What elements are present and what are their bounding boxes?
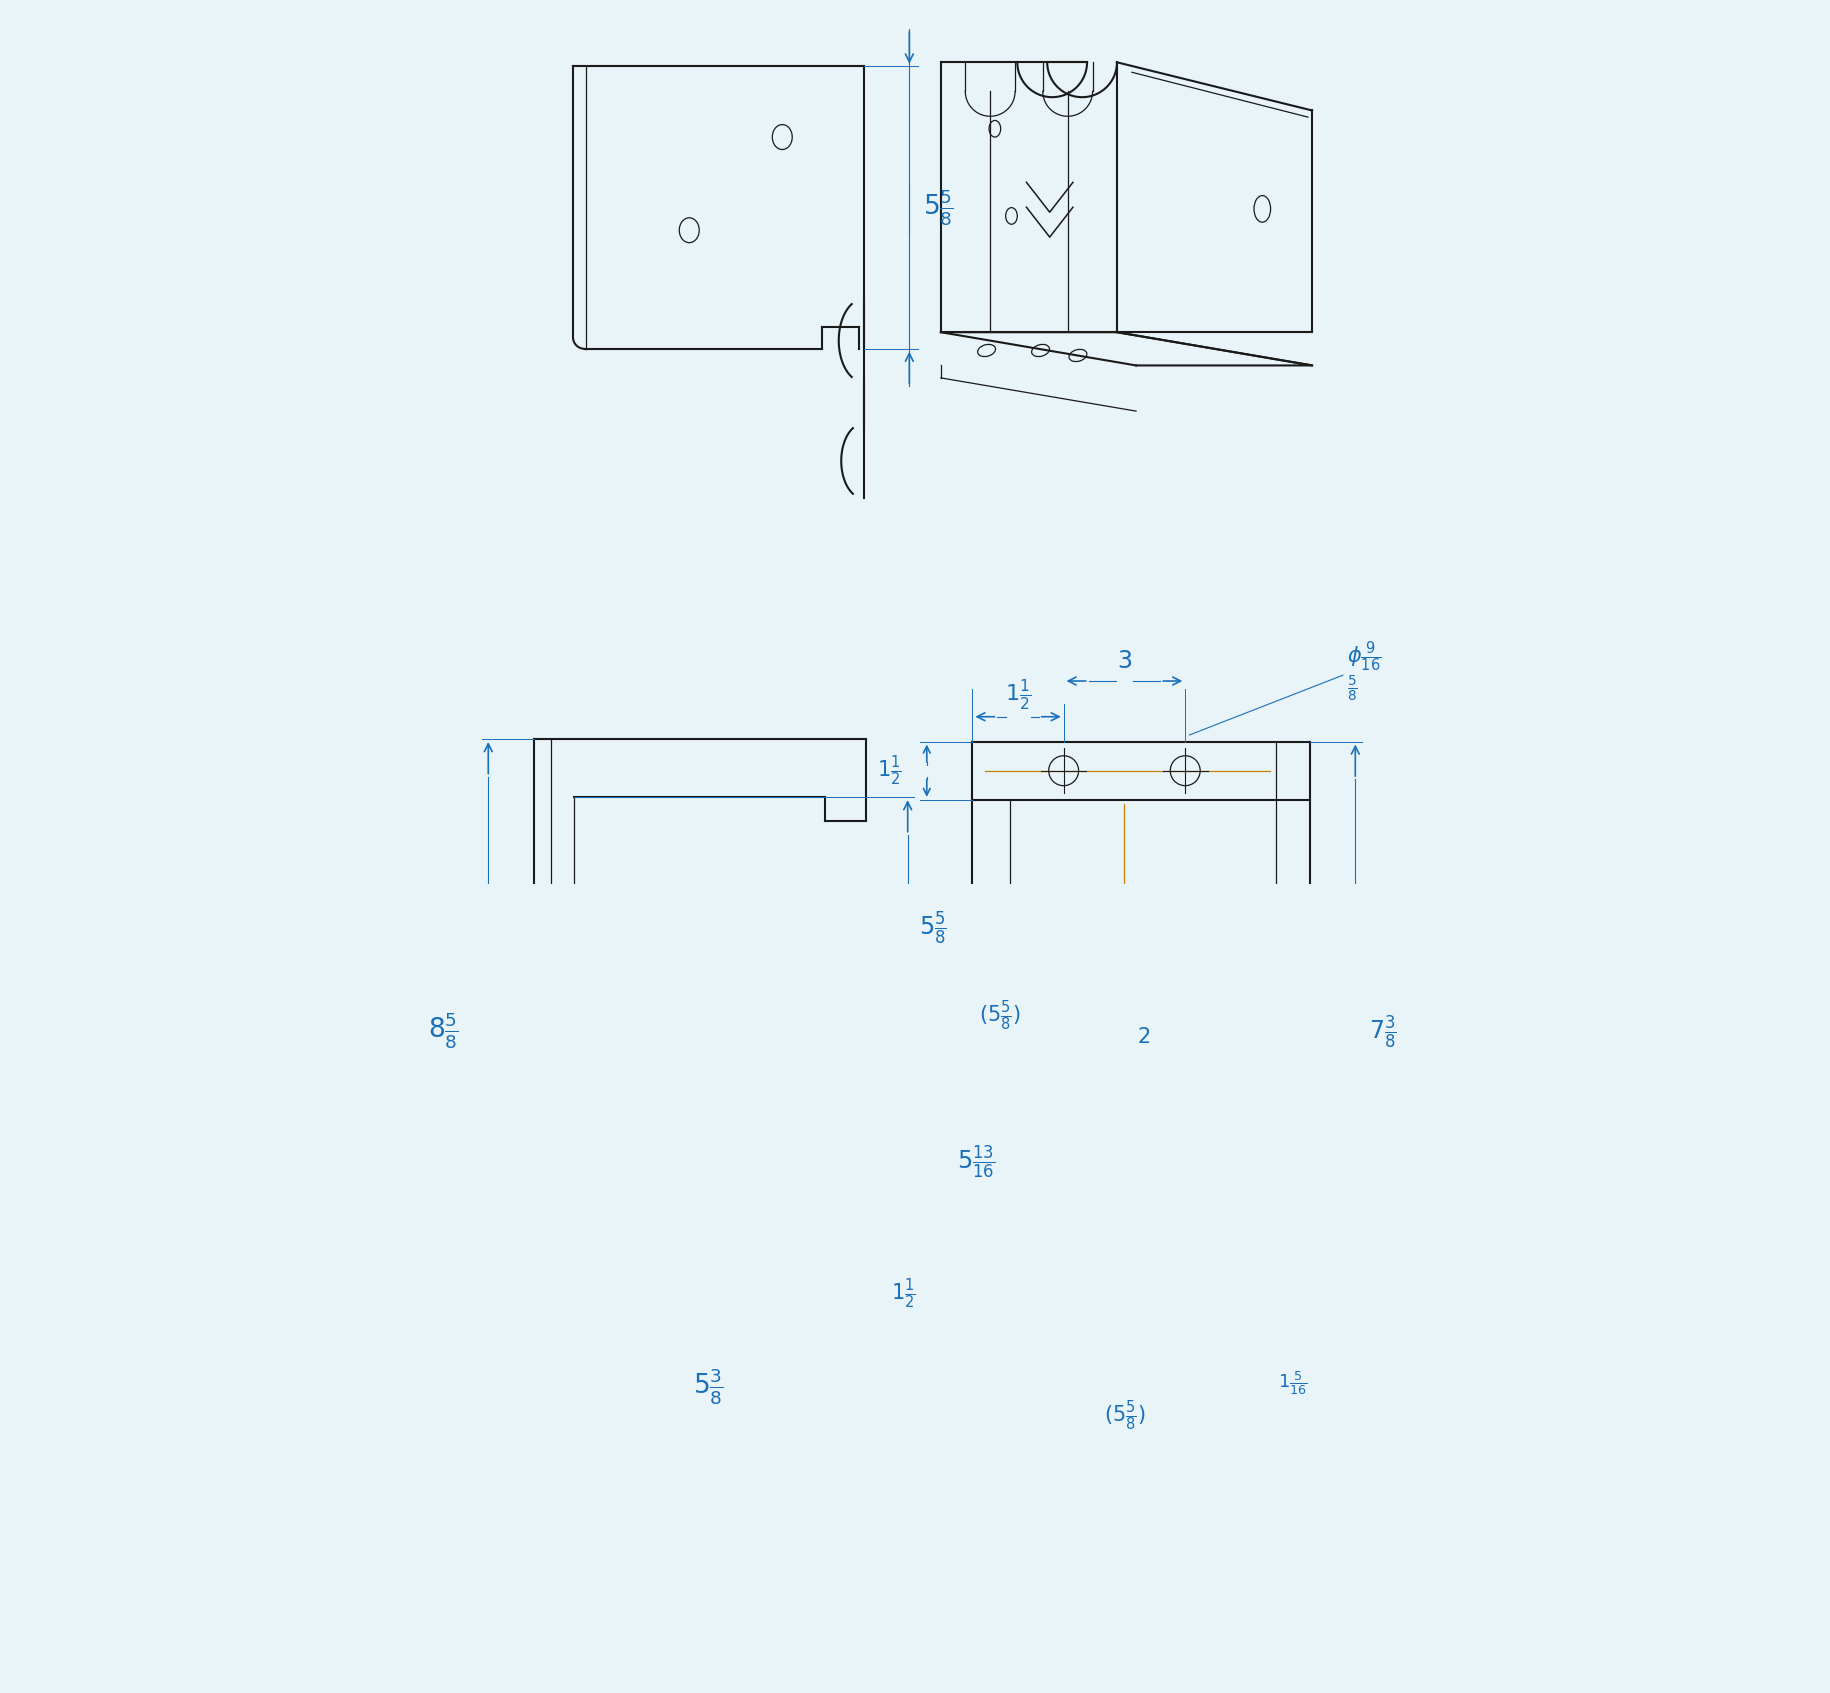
Text: $5\frac{3}{8}$: $5\frac{3}{8}$ [694,1366,723,1407]
Text: $3$: $3$ [1116,648,1131,674]
Text: $\phi\frac{9}{16}$: $\phi\frac{9}{16}$ [1347,640,1380,674]
Text: $(5\frac{5}{8})$: $(5\frac{5}{8})$ [1103,1398,1144,1434]
Text: $5\frac{5}{8}$: $5\frac{5}{8}$ [919,911,946,948]
Text: $7\frac{3}{8}$: $7\frac{3}{8}$ [1367,1014,1396,1051]
Text: $5\frac{5}{8}$: $5\frac{5}{8}$ [922,188,953,229]
Text: $(5\frac{5}{8})$: $(5\frac{5}{8})$ [979,999,1021,1033]
Text: $1\frac{1}{2}$: $1\frac{1}{2}$ [1005,677,1030,711]
Text: $1\frac{5}{16}$: $1\frac{5}{16}$ [1277,1370,1307,1397]
Text: $5\frac{13}{16}$: $5\frac{13}{16}$ [955,1144,994,1182]
Text: $2$: $2$ [1136,1028,1149,1048]
Text: $1\frac{1}{2}$: $1\frac{1}{2}$ [877,753,900,787]
Text: $1\frac{1}{2}$: $1\frac{1}{2}$ [891,1277,915,1310]
Text: $8\frac{5}{8}$: $8\frac{5}{8}$ [428,1011,459,1051]
Text: $\frac{5}{8}$: $\frac{5}{8}$ [1347,674,1358,704]
